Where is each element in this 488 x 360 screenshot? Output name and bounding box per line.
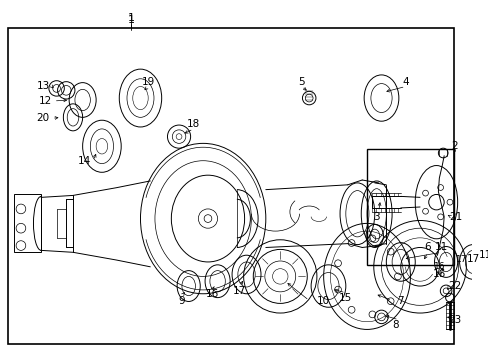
Text: 20: 20 — [37, 113, 50, 123]
Text: 23: 23 — [447, 315, 461, 325]
Text: 17: 17 — [455, 255, 467, 264]
Text: 11: 11 — [434, 243, 447, 252]
Text: 11: 11 — [478, 250, 488, 260]
Text: 18: 18 — [186, 119, 200, 129]
Text: 22: 22 — [447, 281, 461, 291]
Text: 16: 16 — [206, 289, 219, 299]
Text: 3: 3 — [373, 212, 379, 222]
Text: 1: 1 — [127, 15, 134, 25]
Text: 10: 10 — [316, 296, 329, 306]
Text: 17: 17 — [466, 254, 479, 264]
Text: 19: 19 — [142, 77, 155, 87]
Text: 21: 21 — [448, 212, 462, 222]
Text: 15: 15 — [339, 293, 352, 303]
Text: 17: 17 — [233, 286, 246, 296]
Text: 1: 1 — [127, 13, 134, 23]
Text: 7: 7 — [397, 296, 403, 306]
Text: 16: 16 — [433, 262, 444, 271]
Text: 6: 6 — [424, 243, 430, 252]
Text: 9: 9 — [178, 296, 185, 306]
Bar — [14, 194, 41, 252]
Text: 4: 4 — [402, 77, 408, 87]
Text: 14: 14 — [78, 156, 91, 166]
Text: 16: 16 — [432, 270, 445, 279]
Text: 5: 5 — [298, 77, 304, 87]
Text: 2: 2 — [450, 141, 457, 151]
Text: 8: 8 — [392, 320, 399, 330]
Text: 12: 12 — [39, 96, 52, 106]
Text: 13: 13 — [37, 81, 50, 90]
Bar — [366, 149, 453, 265]
